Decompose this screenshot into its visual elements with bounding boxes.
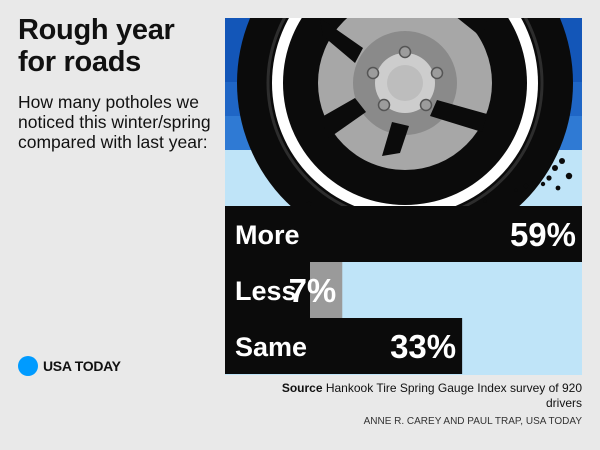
brand-dot-icon [18, 356, 38, 376]
bar-label-area-more [225, 206, 310, 262]
bar-same [310, 318, 463, 374]
page-title: Rough year for roads [18, 14, 175, 78]
tire-icon [237, 18, 573, 251]
value-label-less: 7% [289, 272, 337, 309]
credit-line: ANNE R. CAREY AND PAUL TRAP, USA TODAY [363, 416, 582, 427]
bar-less [310, 262, 343, 318]
category-label-same: Same [235, 332, 307, 362]
bar-label-area-less [225, 262, 310, 318]
category-label-less: Less [235, 276, 297, 306]
value-label-same: 33% [390, 328, 456, 365]
source-note: Source Hankook Tire Spring Gauge Index s… [260, 381, 582, 411]
bar-more [310, 206, 582, 262]
value-label-more: 59% [510, 216, 576, 253]
source-label: Source [281, 381, 323, 395]
bar-label-area-same [225, 318, 310, 374]
category-label-more: More [235, 220, 300, 250]
brand-name: USA TODAY [43, 358, 121, 374]
source-text: Hankook Tire Spring Gauge Index survey o… [325, 381, 582, 410]
brand-logo: USA TODAY [18, 356, 121, 376]
chart-subtitle: How many potholes we noticed this winter… [18, 92, 211, 152]
